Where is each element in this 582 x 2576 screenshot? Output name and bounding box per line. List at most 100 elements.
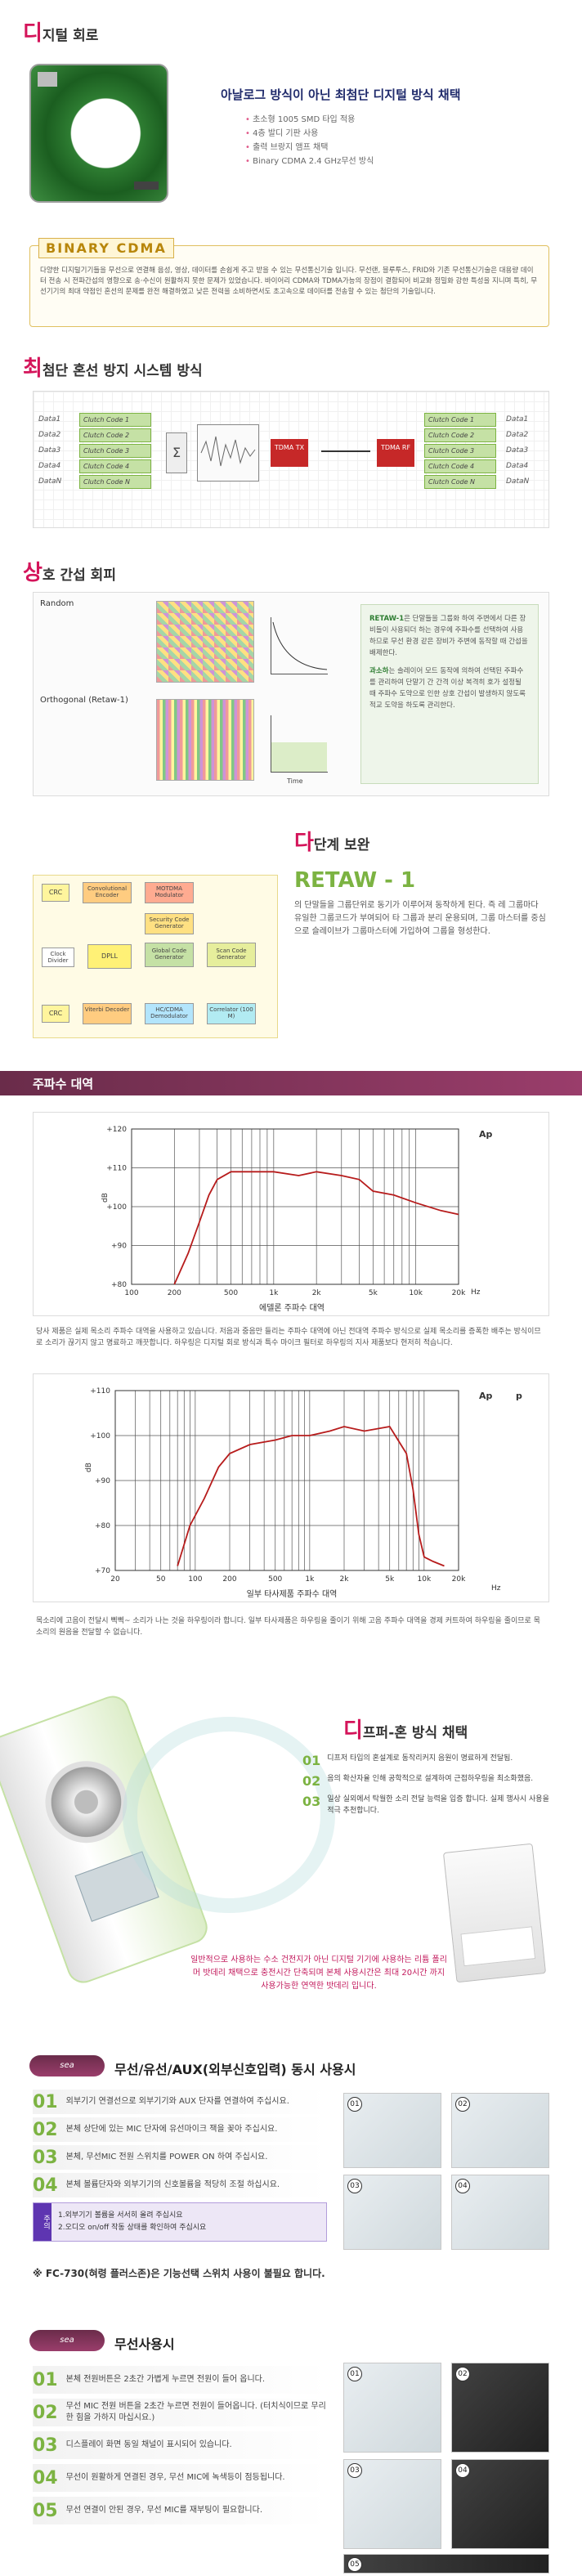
step: 05 무선 연결이 안된 경우, 무선 MIC를 재부팅이 필요합니다. (33, 2497, 327, 2524)
note-1: RETAW-1은 단말들을 그룹화 하여 주변에서 다른 장비들이 사용되더 하… (369, 615, 528, 657)
retaw-brand: RETAW - 1 (294, 868, 416, 893)
frequency-title: 주파수 대역 (33, 1077, 94, 1091)
anti-crosstalk-section: 최첨단 혼선 방지 시스템 방식 Data1 Data2 Data3 Data4… (0, 343, 582, 548)
tip-label: 주의 (34, 2203, 51, 2241)
step: 04 무선이 원활하게 연결된 경우, 무선 MIC에 녹색등이 점등됩니다. (33, 2464, 327, 2492)
x-tick-label: 1k (305, 1575, 315, 1584)
x-tick-label: 10k (409, 1289, 423, 1297)
feature-list: 초소형 1005 SMD 타입 적용 4층 발디 기판 사용 출력 브랑지 앰프… (245, 113, 374, 168)
step-photo-1: 01 (343, 2093, 441, 2168)
x-tick-label: 20 (110, 1575, 120, 1584)
wireless-photo-1: 01 (343, 2363, 441, 2453)
section-pill: sea (29, 2055, 105, 2076)
random-plot (271, 617, 328, 674)
digital-circuit-section: 디지털 회로 아날로그 방식이 아닌 최첨단 디지털 방식 채택 초소형 100… (0, 0, 582, 343)
binary-cdma-desc: 다양한 디지털기기들을 무선으로 연결해 음성, 영상, 데이터를 손쉽게 주고… (40, 267, 538, 296)
link-line (321, 450, 370, 452)
y-tick-label: +100 (106, 1203, 127, 1212)
chart-2-caption: 일부 타사제품 주파수 대역 (246, 1590, 338, 1599)
series-line (173, 1171, 459, 1285)
system-diagram: Data1 Data2 Data3 Data4 DataN Clutch Cod… (33, 391, 549, 528)
chart-2: +70 +80 +90 +100 +110 20 50 100 200 500 1k 2k 5k 10k 2… (85, 1387, 522, 1593)
step: 02 본체 상단에 있는 MIC 단자에 유선마이크 잭을 꽂아 주십시요. (33, 2117, 327, 2142)
battery-callout: 일반적으로 사용하는 수소 건전지가 아닌 디지털 기기에 사용하는 리튬 폴리… (190, 1956, 447, 1991)
clutch-codes-out: Clutch Code 1 Clutch Code 2 Clutch Code … (424, 413, 496, 491)
tdma-tx-block: TDMA TX (271, 439, 308, 467)
y-unit-label: dB (85, 1463, 93, 1472)
plot-border (114, 1390, 459, 1571)
block-diagram: CRC Convolutional Encoder MOTDMA Modulat… (33, 875, 278, 1038)
input-labels: Data1 Data2 Data3 Data4 DataN (38, 415, 62, 486)
x-tick-label: 2k (312, 1289, 322, 1297)
tip-box: 주의 1.외부기기 볼륨을 서서히 올려 주십시요 2.오디오 on/off 작… (33, 2202, 327, 2242)
y-tick-label: +110 (106, 1165, 127, 1173)
x-tick-label: 5k (385, 1575, 395, 1584)
waveform-icon (200, 436, 256, 467)
time-label: Time (287, 777, 303, 785)
x-tick-label: 20k (452, 1289, 466, 1297)
section-subtitle: 무선사용시 (114, 2336, 175, 2352)
x-tick-label: 10k (418, 1575, 432, 1584)
feature-item: 출력 브랑지 앰프 채택 (245, 141, 374, 155)
frequency-header: 주파수 대역 (0, 1071, 582, 1095)
step: 03 디스플레이 화면 동일 채널이 표시되어 있습니다. (33, 2431, 327, 2459)
x-tick-label: 2k (340, 1575, 350, 1584)
y-tick-label: +80 (95, 1522, 110, 1530)
wireless-photo-5: 05 (343, 2554, 549, 2574)
y-tick-label: +100 (90, 1432, 110, 1440)
note-2: 과소하는 솔레이어 모드 동작에 의하여 선택된 주파수를 관리하여 단말기 간… (369, 667, 526, 710)
decay-curve-icon (272, 621, 328, 670)
wireless-use-section: sea 무선사용시 01 본체 전원버튼은 2초간 가볍게 누르면 전원이 들어 … (0, 2322, 582, 2576)
horn-features: 01 디프저 타입의 혼설계로 동작리커지 음원이 명료하게 전달됨. 02 음의 … (302, 1753, 556, 1821)
random-label: Random (40, 599, 74, 608)
output-labels: Data1 Data2 Data3 Data4 DataN (506, 415, 530, 486)
multi-step-section: CRC Convolutional Encoder MOTDMA Modulat… (0, 818, 582, 1063)
section-pill: sea (29, 2330, 105, 2351)
section-title: 디지털 회로 (23, 21, 99, 46)
chart-1: +80 +90 +100 +110 +120 100 200 500 1k 2k 5k 10k 20k A… (101, 1126, 493, 1297)
step: 04 본체 볼륨단자와 외부기기의 신호볼륨을 적당히 조절 하십시요. (33, 2173, 327, 2197)
x-tick-label: 500 (224, 1289, 238, 1297)
y-tick-label: +70 (95, 1567, 110, 1575)
y-tick-label: +90 (95, 1477, 110, 1485)
step: 02 무선 MIC 전원 버튼을 2초간 누르면 전원이 들어옵니다. (터치식이… (33, 2399, 327, 2426)
step-photo-2: 02 (451, 2093, 549, 2168)
wireless-photo-4: 04 (451, 2459, 549, 2549)
waveform-box (197, 424, 259, 482)
x-tick-label: 500 (268, 1575, 282, 1584)
series-line (177, 1426, 445, 1567)
chart-1-caption: 에델론 주파수 대역 (259, 1304, 325, 1313)
ap-label: Ap (479, 1129, 493, 1140)
feature-item: 4층 발디 기판 사용 (245, 127, 374, 141)
step-photo-4: 04 (451, 2175, 549, 2250)
feature-item: Binary CDMA 2.4 GHz무선 방식 (245, 155, 374, 168)
wireless-photo-2: 02 (451, 2363, 549, 2453)
horn-feature: 03 일상 실외에서 탁월한 소리 전달 능력을 입증 합니다. 실제 행사시 사… (302, 1794, 549, 1815)
y-tick-label: +80 (111, 1281, 127, 1289)
simultaneous-steps: 01 외부기기 연결선으로 외부기기와 AUX 단자를 연결하여 주십시요. 02… (33, 2090, 327, 2242)
wireless-steps: 01 본체 전원버튼은 2초간 가볍게 누르면 전원이 들어 옵니다. 02 무선 … (33, 2366, 327, 2529)
x-tick-label: 1k (269, 1289, 279, 1297)
x-tick-label: 200 (168, 1289, 181, 1297)
tip-text: 1.외부기기 볼륨을 서서히 올려 주십시요 2.오디오 on/off 작동 상… (58, 2211, 207, 2232)
x-tick-label: 200 (222, 1575, 236, 1584)
orthogonal-pattern (156, 699, 254, 781)
x-tick-label: 100 (188, 1575, 202, 1584)
section-title: 상호 간섭 회피 (23, 561, 116, 585)
retaw-desc: 의 단말들을 그룹단위로 동기가 이루어져 동작하게 된다. 즉 레 그룹마다 … (294, 901, 546, 936)
section-title: 최첨단 혼선 방지 시스템 방식 (23, 356, 203, 381)
feature-item: 초소형 1005 SMD 타입 적용 (245, 113, 374, 127)
battery-image (442, 1843, 547, 1983)
frequency-section: 주파수 대역 +80 +90 +100 +110 +120 100 200 500 1k 2k 5k… (0, 1063, 582, 1684)
x-unit-label: Hz (471, 1288, 481, 1297)
clutch-codes-in: Clutch Code 1 Clutch Code 2 Clutch Code … (79, 413, 151, 491)
x-tick-label: 50 (156, 1575, 166, 1584)
section-subtitle: 무선/유선/AUX(외부신호입력) 동시 사용시 (114, 2062, 356, 2077)
random-pattern (156, 601, 254, 683)
y-unit-label: dB (101, 1193, 110, 1203)
sum-block: Σ (166, 432, 187, 473)
ap-label: Ap (479, 1391, 493, 1401)
simultaneous-use-section: sea 무선/유선/AUX(외부신호입력) 동시 사용시 01 외부기기 연결선으… (0, 2044, 582, 2322)
headline: 아날로그 방식이 아닌 최첨단 디지털 방식 채택 (221, 87, 461, 102)
x-tick-label: 5k (369, 1289, 378, 1297)
